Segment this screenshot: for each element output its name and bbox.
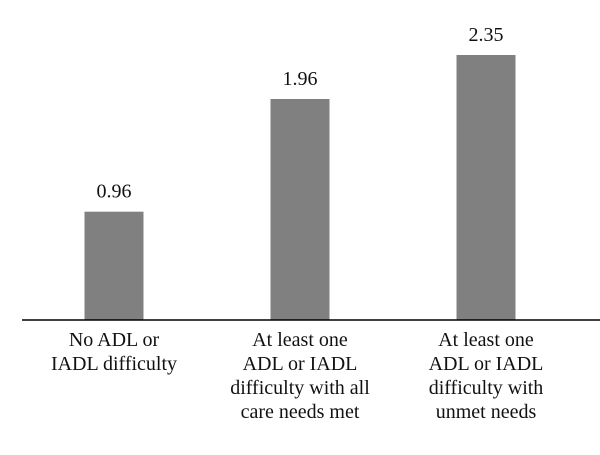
category-label-2-line-1: At least one	[252, 329, 348, 351]
value-label-2: 1.96	[283, 68, 318, 90]
category-label-3-line-4: unmet needs	[436, 401, 537, 423]
bar-3	[456, 55, 516, 320]
category-label-3: At least one ADL or IADL difficulty with un…	[429, 329, 544, 423]
category-label-1-line-1: No ADL or	[69, 329, 160, 351]
category-label-2-line-3: difficulty with all	[230, 377, 370, 399]
category-label-1-line-2: IADL difficulty	[51, 353, 177, 375]
category-label-3-line-1: At least one	[438, 329, 534, 351]
category-label-3-line-2: ADL or IADL	[429, 353, 544, 375]
value-label-3: 2.35	[469, 24, 504, 46]
category-label-2: At least one ADL or IADL difficulty with a…	[230, 329, 370, 423]
category-label-3-line-3: difficulty with	[429, 377, 544, 399]
bars-group	[84, 55, 516, 320]
category-label-1: No ADL or IADL difficulty	[51, 329, 177, 375]
category-label-2-line-4: care needs met	[241, 401, 360, 423]
value-labels-group: 0.96 1.96 2.35	[97, 24, 504, 203]
value-label-1: 0.96	[97, 181, 132, 203]
bar-2	[270, 99, 330, 320]
category-label-2-line-2: ADL or IADL	[243, 353, 358, 375]
bar-1	[84, 211, 144, 320]
